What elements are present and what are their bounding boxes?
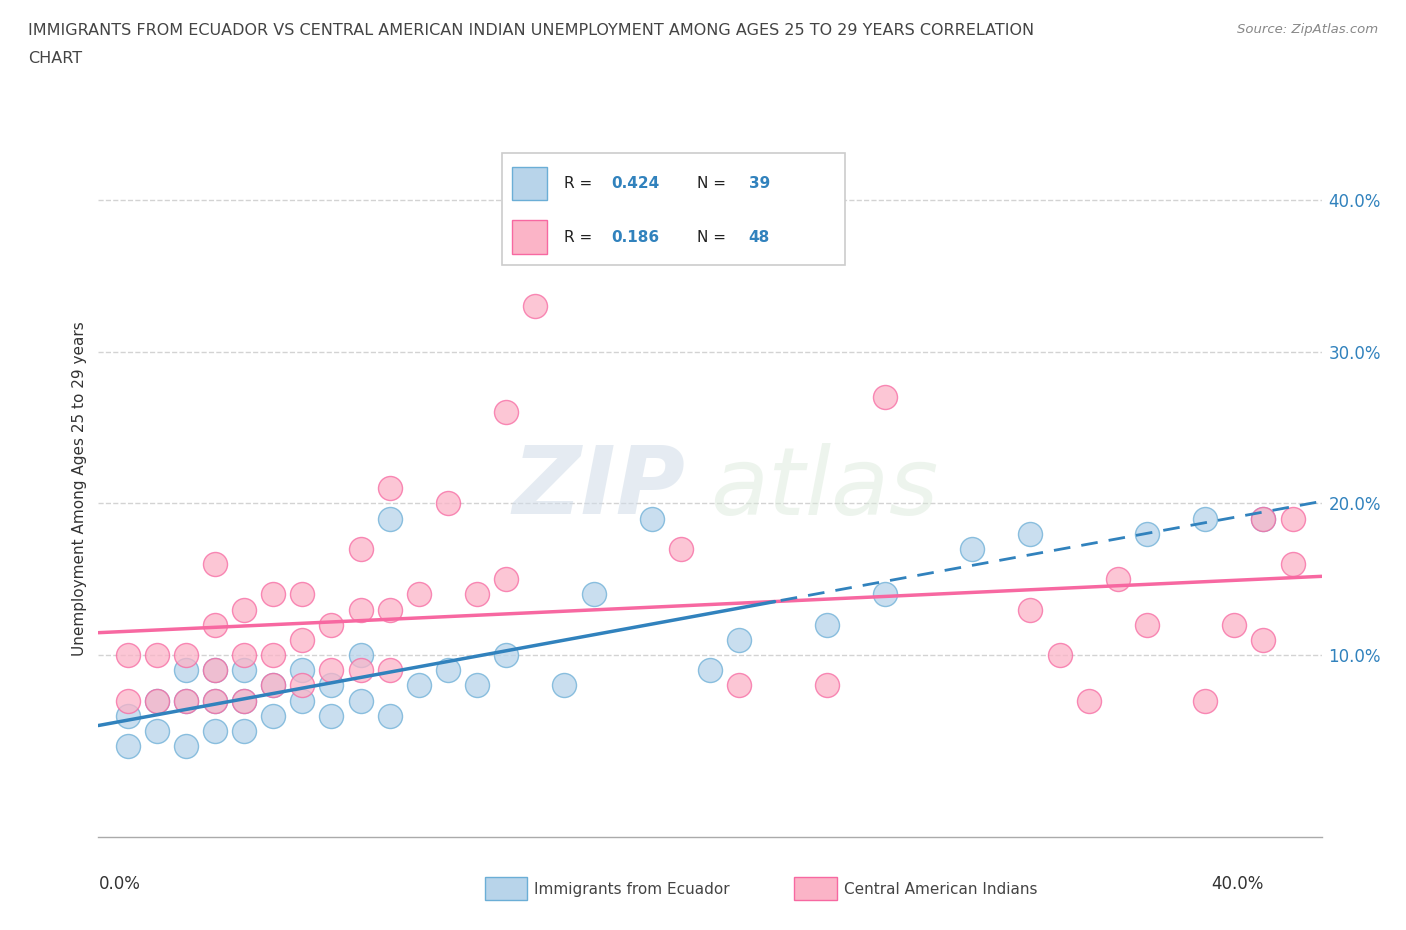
- Point: [1019, 602, 1042, 617]
- Point: [233, 663, 256, 678]
- Point: [145, 693, 167, 708]
- Point: [321, 618, 343, 632]
- Point: [1194, 512, 1216, 526]
- Point: [1253, 512, 1275, 526]
- Point: [1107, 572, 1129, 587]
- Point: [815, 618, 838, 632]
- Text: CHART: CHART: [28, 51, 82, 66]
- Point: [408, 587, 430, 602]
- Point: [262, 647, 284, 662]
- Point: [321, 678, 343, 693]
- Point: [641, 512, 664, 526]
- Text: Source: ZipAtlas.com: Source: ZipAtlas.com: [1237, 23, 1378, 36]
- Point: [1281, 557, 1303, 572]
- Point: [582, 587, 605, 602]
- Text: IMMIGRANTS FROM ECUADOR VS CENTRAL AMERICAN INDIAN UNEMPLOYMENT AMONG AGES 25 TO: IMMIGRANTS FROM ECUADOR VS CENTRAL AMERI…: [28, 23, 1035, 38]
- Point: [1136, 618, 1159, 632]
- Point: [321, 663, 343, 678]
- Point: [378, 709, 401, 724]
- Point: [174, 693, 197, 708]
- Point: [1223, 618, 1246, 632]
- Point: [378, 512, 401, 526]
- Point: [204, 724, 226, 738]
- Point: [873, 390, 896, 405]
- Point: [117, 647, 139, 662]
- Point: [465, 678, 488, 693]
- Point: [291, 632, 314, 647]
- Text: 40.0%: 40.0%: [1211, 875, 1264, 893]
- Point: [291, 693, 314, 708]
- Point: [437, 496, 460, 511]
- Point: [1253, 512, 1275, 526]
- Point: [960, 541, 983, 556]
- Text: atlas: atlas: [710, 443, 938, 534]
- Point: [291, 663, 314, 678]
- Point: [669, 541, 692, 556]
- Point: [291, 587, 314, 602]
- Point: [699, 663, 721, 678]
- Text: Central American Indians: Central American Indians: [844, 882, 1038, 897]
- Point: [1253, 632, 1275, 647]
- Point: [1049, 647, 1071, 662]
- Point: [233, 647, 256, 662]
- Point: [349, 541, 371, 556]
- Point: [553, 678, 575, 693]
- Point: [1194, 693, 1216, 708]
- Point: [174, 647, 197, 662]
- Point: [495, 647, 517, 662]
- Point: [1077, 693, 1099, 708]
- Point: [204, 693, 226, 708]
- Point: [117, 738, 139, 753]
- Point: [873, 587, 896, 602]
- Point: [204, 663, 226, 678]
- Point: [437, 663, 460, 678]
- Point: [233, 693, 256, 708]
- Point: [145, 693, 167, 708]
- Point: [117, 693, 139, 708]
- Point: [174, 738, 197, 753]
- Point: [233, 724, 256, 738]
- Point: [262, 709, 284, 724]
- Point: [174, 693, 197, 708]
- Point: [145, 647, 167, 662]
- Point: [1136, 526, 1159, 541]
- Point: [145, 724, 167, 738]
- Point: [815, 678, 838, 693]
- Point: [349, 647, 371, 662]
- Y-axis label: Unemployment Among Ages 25 to 29 years: Unemployment Among Ages 25 to 29 years: [72, 321, 87, 656]
- Point: [378, 602, 401, 617]
- Point: [233, 602, 256, 617]
- Point: [204, 557, 226, 572]
- Text: Immigrants from Ecuador: Immigrants from Ecuador: [534, 882, 730, 897]
- Point: [204, 663, 226, 678]
- Point: [465, 587, 488, 602]
- Point: [204, 693, 226, 708]
- Point: [321, 709, 343, 724]
- Point: [262, 587, 284, 602]
- Point: [1019, 526, 1042, 541]
- Point: [378, 481, 401, 496]
- Point: [1281, 512, 1303, 526]
- Point: [291, 678, 314, 693]
- Point: [204, 618, 226, 632]
- Text: 0.0%: 0.0%: [98, 875, 141, 893]
- Point: [495, 572, 517, 587]
- Point: [378, 663, 401, 678]
- Point: [349, 693, 371, 708]
- Point: [262, 678, 284, 693]
- Point: [174, 663, 197, 678]
- Point: [349, 663, 371, 678]
- Text: ZIP: ZIP: [513, 443, 686, 534]
- Point: [408, 678, 430, 693]
- Point: [728, 678, 751, 693]
- Point: [495, 405, 517, 419]
- Point: [349, 602, 371, 617]
- Point: [728, 632, 751, 647]
- Point: [262, 678, 284, 693]
- Point: [117, 709, 139, 724]
- Point: [524, 299, 547, 313]
- Point: [233, 693, 256, 708]
